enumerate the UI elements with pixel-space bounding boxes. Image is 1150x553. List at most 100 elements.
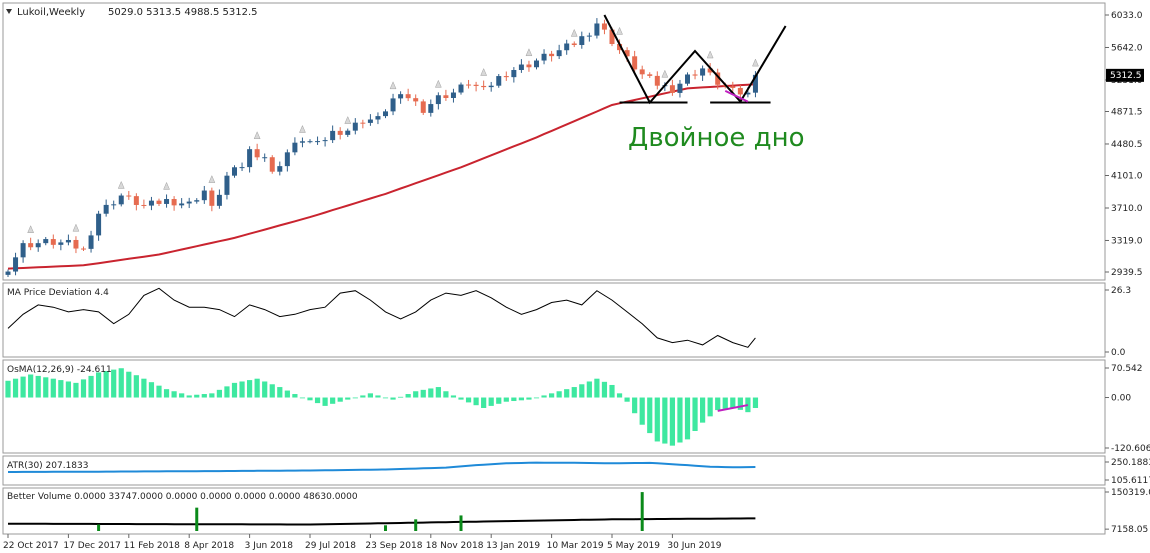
- time-tick-label: 17 Dec 2017: [63, 541, 121, 551]
- candle: [58, 239, 64, 251]
- osma-divergence-line: [717, 404, 749, 412]
- double-bottom-zigzag: [603, 14, 787, 105]
- osma-bar: [28, 374, 34, 398]
- osma-bar: [662, 397, 668, 444]
- fractal-up-arrow-icon: [616, 26, 623, 35]
- osma-bar: [103, 371, 109, 398]
- candle: [586, 32, 592, 42]
- fractal-up-arrow-icon: [163, 181, 170, 190]
- deviation-pane-frame: [2, 282, 1106, 358]
- price-pane[interactable]: 6033.05642.05251.04871.54480.54101.03710…: [2, 2, 1144, 281]
- fractal-up-arrow-icon: [706, 50, 714, 59]
- candle: [503, 71, 509, 81]
- osma-bar: [526, 397, 532, 400]
- fractal-up-arrow-icon: [480, 67, 488, 76]
- osma-bar: [156, 385, 162, 398]
- candle: [647, 72, 653, 78]
- deviation-tick-label: 0.0: [1111, 348, 1126, 358]
- osma-bar: [269, 384, 275, 398]
- candle: [179, 198, 185, 209]
- osma-bar: [654, 397, 660, 442]
- osma-bar: [65, 381, 71, 398]
- atr-pane-frame: [2, 455, 1106, 486]
- candle: [692, 69, 698, 80]
- volume-pane-frame: [2, 487, 1106, 535]
- candle: [35, 239, 41, 252]
- osma-histogram-layer: [5, 368, 759, 446]
- candle: [224, 171, 230, 200]
- candle: [428, 99, 434, 117]
- osma-bar: [390, 397, 396, 400]
- candle: [685, 72, 690, 86]
- osma-bar: [594, 378, 600, 398]
- osma-bar: [647, 397, 653, 434]
- candle: [413, 94, 419, 106]
- osma-bar: [609, 384, 615, 398]
- osma-bar: [352, 397, 358, 399]
- deviation-axis: 26.3 0.0: [1105, 286, 1131, 358]
- ohlc-label: 5029.0 5313.5 4988.5 5312.5: [108, 7, 258, 18]
- osma-bar: [518, 397, 524, 401]
- osma-bar: [586, 381, 592, 398]
- osma-bar: [715, 397, 721, 411]
- osma-bar: [730, 397, 736, 408]
- osma-bar: [216, 389, 222, 398]
- candle: [669, 79, 675, 96]
- volume-tick-label: 150319.0: [1111, 488, 1150, 498]
- time-tick-label: 10 Mar 2019: [547, 541, 604, 551]
- price-pane-frame: [2, 2, 1106, 281]
- osma-bar: [405, 394, 411, 398]
- osma-bar: [171, 391, 177, 398]
- osma-bar: [35, 375, 41, 398]
- osma-bar: [443, 391, 449, 398]
- osma-bar: [96, 372, 102, 398]
- ma-price-deviation-pane[interactable]: 26.3 0.0 MA Price Deviation 4.4: [2, 282, 1131, 358]
- fractal-up-arrow-icon: [525, 48, 533, 57]
- candle: [677, 79, 683, 98]
- fractal-up-arrow-icon: [117, 180, 125, 189]
- better-volume-pane[interactable]: 150319.0 7158.05 Better Volume 0.0000 337…: [2, 487, 1150, 535]
- candle: [156, 198, 162, 207]
- candle: [420, 99, 426, 115]
- candle: [481, 80, 487, 91]
- candle: [556, 44, 562, 60]
- osma-bar: [118, 368, 124, 398]
- osma-pane[interactable]: 70.542 0.00 -120.606 OsMA(12,26,9) -24.611: [2, 359, 1150, 454]
- osma-bar: [420, 389, 426, 398]
- osma-bar: [88, 375, 94, 398]
- candle: [443, 89, 449, 101]
- osma-bar: [435, 387, 441, 398]
- osma-bar: [496, 397, 502, 404]
- osma-bar: [231, 382, 238, 398]
- candle: [405, 88, 411, 102]
- osma-bar: [133, 375, 139, 398]
- osma-bar: [126, 371, 132, 398]
- price-tick-label: 4101.0: [1111, 172, 1143, 182]
- osma-bar: [571, 387, 577, 398]
- atr-pane[interactable]: 250.1883 105.6117 ATR(30) 207.1833: [2, 455, 1150, 486]
- osma-bar: [247, 380, 253, 398]
- candle: [133, 193, 139, 211]
- candle: [148, 196, 154, 211]
- candle: [88, 230, 94, 253]
- osma-bar: [692, 397, 698, 432]
- fractal-up-arrow-icon: [752, 58, 759, 67]
- osma-bar: [541, 395, 547, 398]
- osma-axis: 70.542 0.00 -120.606: [1105, 364, 1150, 454]
- time-tick-label: 18 Nov 2018: [426, 541, 484, 551]
- osma-bar: [549, 393, 555, 398]
- time-tick-label: 13 Jan 2019: [486, 541, 540, 551]
- candle: [126, 190, 132, 200]
- candle: [617, 39, 623, 54]
- osma-bar: [564, 389, 570, 398]
- triangle-down-icon[interactable]: [6, 9, 12, 14]
- candle: [632, 50, 638, 73]
- double-bottom-annotation: Двойное дно: [628, 123, 805, 153]
- osma-bar: [148, 382, 155, 398]
- price-divergence-line: [724, 89, 749, 103]
- candle: [715, 68, 721, 90]
- time-tick-label: 3 Jun 2018: [245, 541, 294, 551]
- osma-bar: [345, 397, 351, 400]
- fractal-up-arrow-icon: [389, 81, 397, 90]
